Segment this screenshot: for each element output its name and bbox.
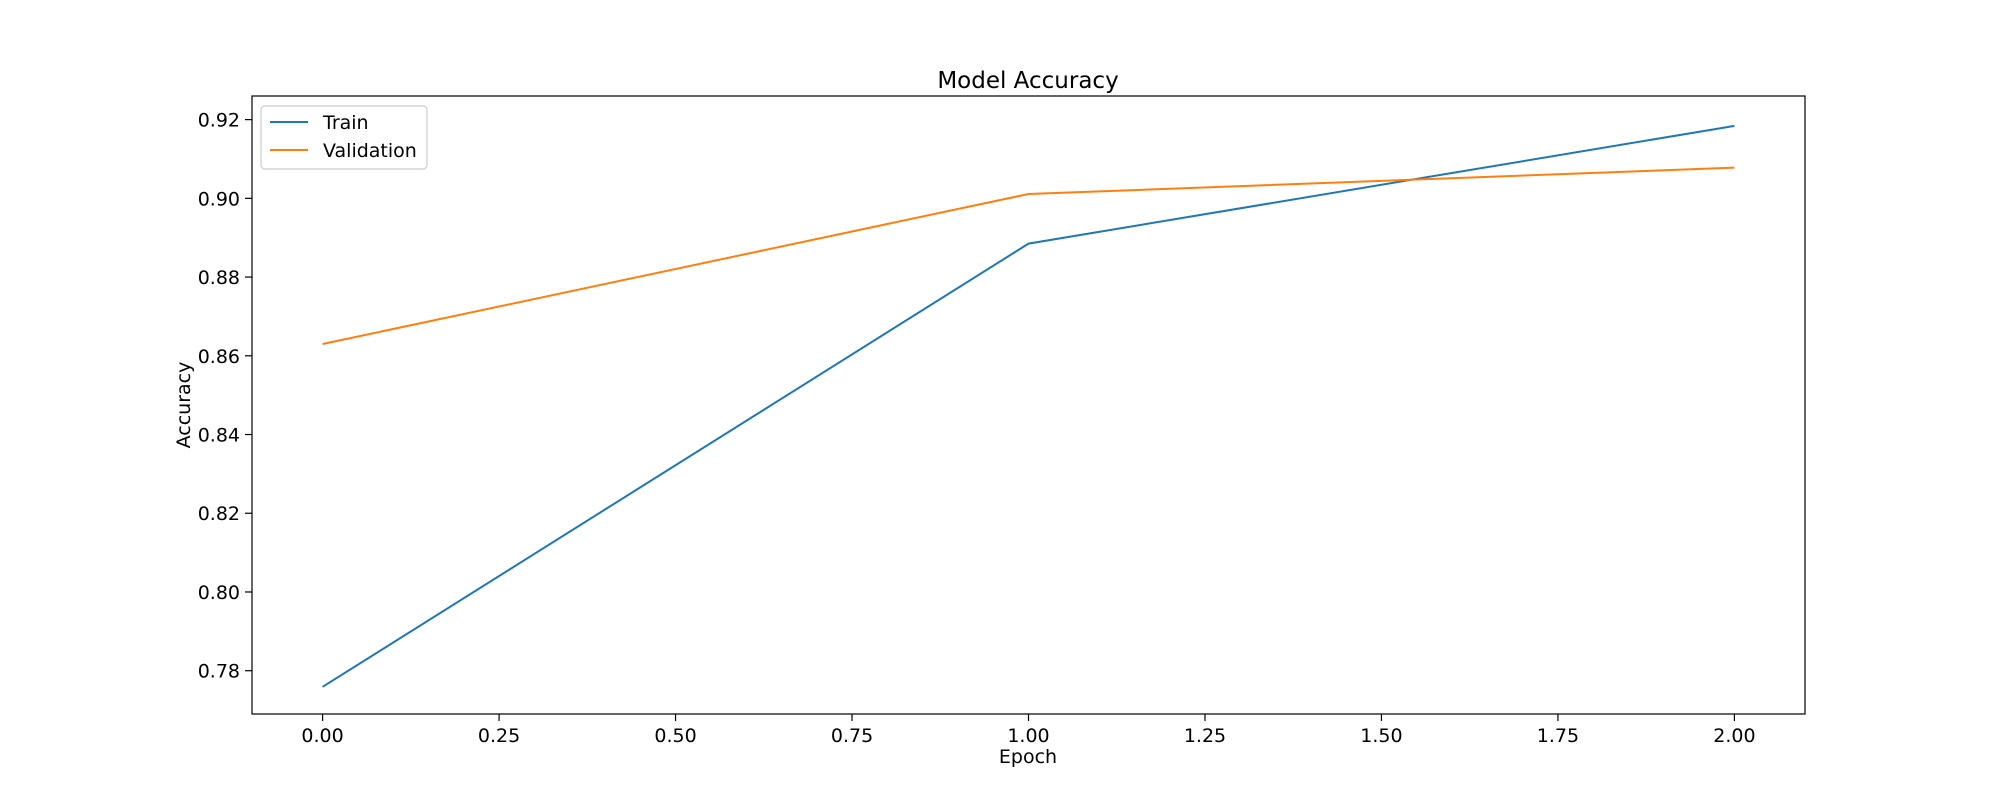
x-axis-ticks: 0.00 0.25 0.50 0.75 1.00 1.25 1.50 1.75 2.00 xyxy=(301,714,1756,747)
x-tick-label: 0.50 xyxy=(654,725,696,747)
x-tick-label: 0.25 xyxy=(478,725,520,747)
x-tick-label: 1.75 xyxy=(1537,725,1579,747)
x-tick-label: 1.00 xyxy=(1007,725,1049,747)
plot-area xyxy=(251,95,1806,715)
y-tick-label: 0.86 xyxy=(198,346,240,368)
series-layer xyxy=(322,124,1735,688)
y-tick-label: 0.80 xyxy=(198,582,240,604)
series-line-train xyxy=(322,124,1735,688)
x-tick-label: 2.00 xyxy=(1713,725,1755,747)
x-tick-label: 1.50 xyxy=(1360,725,1402,747)
y-tick-label: 0.78 xyxy=(198,661,240,683)
x-axis-label: Epoch xyxy=(999,746,1057,768)
y-axis-ticks: 0.78 0.80 0.82 0.84 0.86 0.88 0.90 0.92 xyxy=(198,110,252,683)
chart-title: Model Accuracy xyxy=(937,68,1118,94)
y-tick-label: 0.82 xyxy=(198,503,240,525)
series-line-validation xyxy=(322,166,1735,345)
legend: Train Validation xyxy=(260,105,428,170)
plot-frame xyxy=(251,95,1806,715)
legend-label-validation: Validation xyxy=(323,140,417,162)
y-tick-label: 0.88 xyxy=(198,267,240,289)
x-tick-label: 0.75 xyxy=(831,725,873,747)
y-tick-label: 0.90 xyxy=(198,188,240,210)
x-tick-label: 0.00 xyxy=(301,725,343,747)
x-tick-label: 1.25 xyxy=(1184,725,1226,747)
y-tick-label: 0.92 xyxy=(198,110,240,132)
legend-label-train: Train xyxy=(322,112,369,134)
y-tick-label: 0.84 xyxy=(198,425,240,447)
y-axis-label: Accuracy xyxy=(173,362,195,449)
